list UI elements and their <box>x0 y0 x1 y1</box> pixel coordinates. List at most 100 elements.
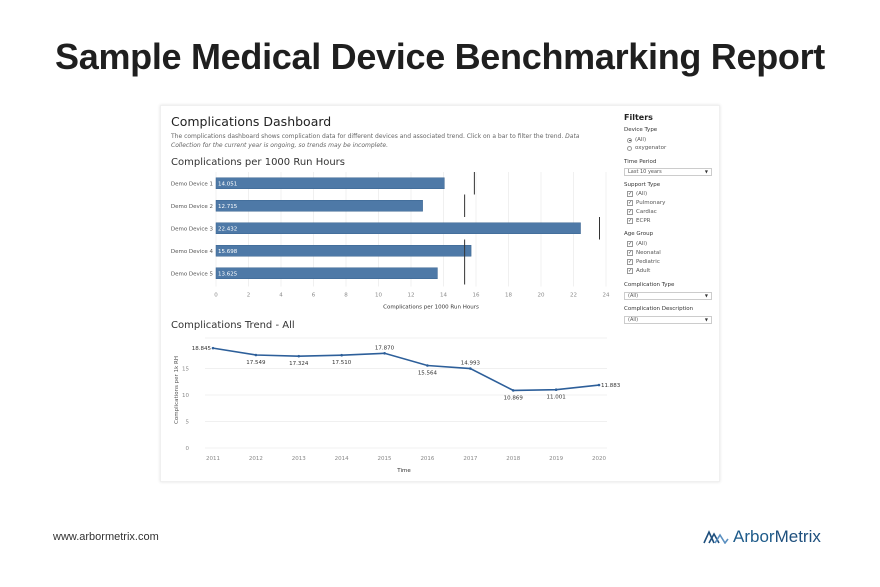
x-tick-label: 2013 <box>292 456 306 462</box>
dropdown-arrow-icon: ▼ <box>704 293 708 298</box>
x-tick-label: 20 <box>538 293 545 299</box>
x-tick-label: 2016 <box>420 456 434 462</box>
filters-title: Filters <box>624 113 653 122</box>
support-type-option-ecpr[interactable]: ✓ ECPR <box>627 218 651 224</box>
device-type-option-oxygenator[interactable]: oxygenator <box>627 145 666 151</box>
bar[interactable] <box>215 200 423 212</box>
radio-icon[interactable] <box>627 145 632 151</box>
checkbox-checked-icon[interactable]: ✓ <box>627 200 633 206</box>
x-tick-label: 2014 <box>335 456 349 462</box>
age-group-option-neonatal[interactable]: ✓ Neonatal <box>627 250 661 256</box>
bar-value-label: 14.051 <box>218 181 237 187</box>
x-tick-label: 12 <box>408 293 415 299</box>
data-point[interactable] <box>426 364 429 367</box>
dashboard-description: The complications dashboard shows compli… <box>171 132 611 150</box>
page-title: Sample Medical Device Benchmarking Repor… <box>55 36 825 77</box>
bar[interactable] <box>215 222 581 234</box>
age-group-option-pediatric[interactable]: ✓ Pediatric <box>627 259 660 265</box>
x-tick-label: 2020 <box>592 456 606 462</box>
complication-type-select[interactable]: (All) ▼ <box>624 292 712 300</box>
filters-panel: Filters Device Type (All) oxygenator Tim… <box>619 106 719 336</box>
data-label: 11.883 <box>601 383 621 389</box>
data-label: 17.870 <box>375 345 395 351</box>
x-tick-label: 2012 <box>249 456 263 462</box>
data-point[interactable] <box>554 388 558 391</box>
line-chart: 0 5 10 15 2011 2012 2013 2014 2015 2016 2017 2018 20… <box>174 337 621 474</box>
x-tick-label: 2017 <box>463 456 477 462</box>
bar-value-label: 15.698 <box>218 249 238 255</box>
device-type-label: Device Type <box>624 127 658 133</box>
data-label: 17.510 <box>332 360 352 366</box>
trend-line <box>212 347 600 392</box>
x-tick-label: 6 <box>312 293 316 299</box>
checkbox-checked-icon[interactable]: ✓ <box>627 241 633 247</box>
category-label: Demo Device 3 <box>171 226 214 232</box>
data-point[interactable] <box>340 353 343 357</box>
y-tick-label: 10 <box>182 393 189 399</box>
dashboard-title: Complications Dashboard <box>171 114 332 129</box>
radio-selected-icon[interactable] <box>627 137 632 143</box>
device-type-option-all[interactable]: (All) <box>627 137 646 143</box>
data-point[interactable] <box>597 383 601 387</box>
x-tick-label: 2018 <box>506 456 520 462</box>
bar-value-label: 13.625 <box>218 271 238 277</box>
support-type-label: Support Type <box>624 182 661 188</box>
arbormetrix-logo: ArborMetrix <box>703 527 821 547</box>
bar[interactable] <box>215 245 472 257</box>
checkbox-checked-icon[interactable]: ✓ <box>627 191 633 197</box>
category-label: Demo Device 2 <box>171 204 213 210</box>
checkbox-checked-icon[interactable]: ✓ <box>627 259 633 265</box>
dropdown-arrow-icon: ▼ <box>704 317 708 322</box>
footer-url[interactable]: www.arbormetrix.com <box>53 531 159 543</box>
complication-description-label: Complication Description <box>624 306 694 312</box>
x-tick-label: 2011 <box>206 456 220 462</box>
y-tick-label: 5 <box>186 420 190 426</box>
x-tick-label: 22 <box>570 293 577 299</box>
complications-dashboard: Complications Dashboard The complication… <box>160 105 720 482</box>
data-label: 15.564 <box>418 371 438 377</box>
mountain-logo-icon <box>703 530 729 544</box>
support-type-option-pulmonary[interactable]: ✓ Pulmonary <box>627 200 666 206</box>
x-tick-label: 16 <box>473 293 480 299</box>
data-point[interactable] <box>254 353 258 357</box>
time-period-select[interactable]: Last 10 years ▼ <box>624 168 712 176</box>
age-group-option-adult[interactable]: ✓ Adult <box>627 268 651 274</box>
bar[interactable] <box>215 177 445 189</box>
x-tick-label: 18 <box>505 293 512 299</box>
bar-value-label: 22.432 <box>218 226 237 232</box>
dropdown-arrow-icon: ▼ <box>704 169 708 174</box>
data-point[interactable] <box>511 389 515 392</box>
checkbox-checked-icon[interactable]: ✓ <box>627 268 633 274</box>
brand-name: ArborMetrix <box>733 527 821 546</box>
x-axis-label: Time <box>396 468 411 474</box>
x-tick-label: 4 <box>279 293 283 299</box>
x-tick-label: 24 <box>603 293 610 299</box>
data-label: 17.324 <box>289 361 309 367</box>
data-point[interactable] <box>469 367 472 370</box>
complication-description-select[interactable]: (All) ▼ <box>624 316 712 324</box>
checkbox-checked-icon[interactable]: ✓ <box>627 218 633 224</box>
time-period-label: Time Period <box>624 159 657 165</box>
data-point[interactable] <box>383 351 386 355</box>
support-type-option-cardiac[interactable]: ✓ Cardiac <box>627 209 657 215</box>
x-tick-label: 2015 <box>378 456 392 462</box>
age-group-option-all[interactable]: ✓ (All) <box>627 241 648 247</box>
data-label: 10.869 <box>504 395 524 401</box>
data-point[interactable] <box>297 354 301 358</box>
checkbox-checked-icon[interactable]: ✓ <box>627 209 633 215</box>
bar[interactable] <box>215 267 438 279</box>
checkbox-checked-icon[interactable]: ✓ <box>627 250 633 256</box>
support-type-option-all[interactable]: ✓ (All) <box>627 191 648 197</box>
category-label: Demo Device 5 <box>171 271 214 277</box>
complication-type-label: Complication Type <box>624 282 675 288</box>
age-group-label: Age Group <box>624 231 654 237</box>
data-point[interactable] <box>211 346 215 350</box>
y-axis-label: Complications per 1k RH <box>174 356 180 424</box>
description-text: The complications dashboard shows compli… <box>171 133 564 140</box>
data-label: 18.845 <box>192 346 212 352</box>
category-label: Demo Device 1 <box>171 181 213 187</box>
x-tick-label: 8 <box>344 293 348 299</box>
x-tick-label: 0 <box>214 293 218 299</box>
data-label: 11.001 <box>546 395 565 401</box>
